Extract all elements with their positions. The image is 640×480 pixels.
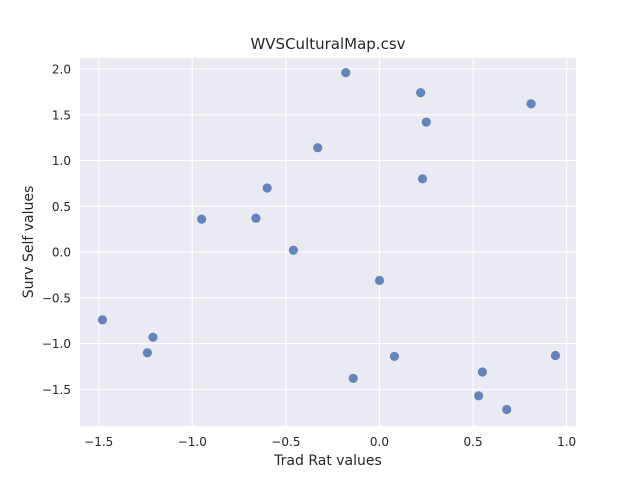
data-point — [374, 275, 385, 286]
x-tick-label: −0.5 — [271, 435, 300, 449]
x-tick-label: 0.0 — [370, 435, 389, 449]
y-tick-label: 1.0 — [52, 154, 71, 168]
y-tick-labels: −1.5 −1.0 −0.5 0.0 0.5 1.0 1.5 2.0 — [42, 62, 71, 396]
y-tick-label: −1.5 — [42, 383, 71, 397]
x-tick-labels: −1.5 −1.0 −0.5 0.0 0.5 1.0 — [84, 435, 576, 449]
data-point — [477, 367, 488, 377]
data-point — [421, 117, 431, 127]
data-point — [389, 351, 400, 362]
chart-title: WVSCulturalMap.csv — [250, 35, 405, 53]
data-point — [526, 99, 536, 109]
data-point — [197, 214, 207, 224]
x-axis-label: Trad Rat values — [273, 453, 382, 469]
data-point — [417, 174, 428, 184]
plot-area — [80, 58, 576, 426]
y-tick-label: −0.5 — [42, 291, 71, 305]
data-point — [313, 143, 323, 153]
y-axis-label: Surv Self values — [21, 186, 37, 299]
y-tick-label: 1.5 — [52, 108, 71, 122]
data-point — [474, 391, 484, 401]
y-tick-label: 0.0 — [52, 246, 71, 260]
data-point — [288, 245, 298, 255]
y-tick-label: 2.0 — [52, 62, 71, 76]
data-point — [502, 404, 512, 415]
data-point — [148, 332, 158, 342]
data-point — [341, 68, 351, 78]
x-tick-label: −1.5 — [84, 435, 113, 449]
data-point — [97, 315, 108, 325]
y-tick-label: 0.5 — [52, 200, 71, 214]
data-points — [97, 68, 561, 415]
y-tick-label: −1.0 — [42, 337, 71, 351]
data-point — [262, 183, 272, 193]
data-point — [416, 88, 426, 98]
grid-lines — [80, 58, 576, 426]
data-point — [348, 373, 358, 383]
x-tick-label: 0.5 — [464, 435, 483, 449]
data-point — [251, 213, 261, 223]
x-tick-label: 1.0 — [557, 435, 576, 449]
x-tick-label: −1.0 — [178, 435, 207, 449]
data-point — [550, 350, 561, 361]
data-point — [142, 348, 152, 358]
